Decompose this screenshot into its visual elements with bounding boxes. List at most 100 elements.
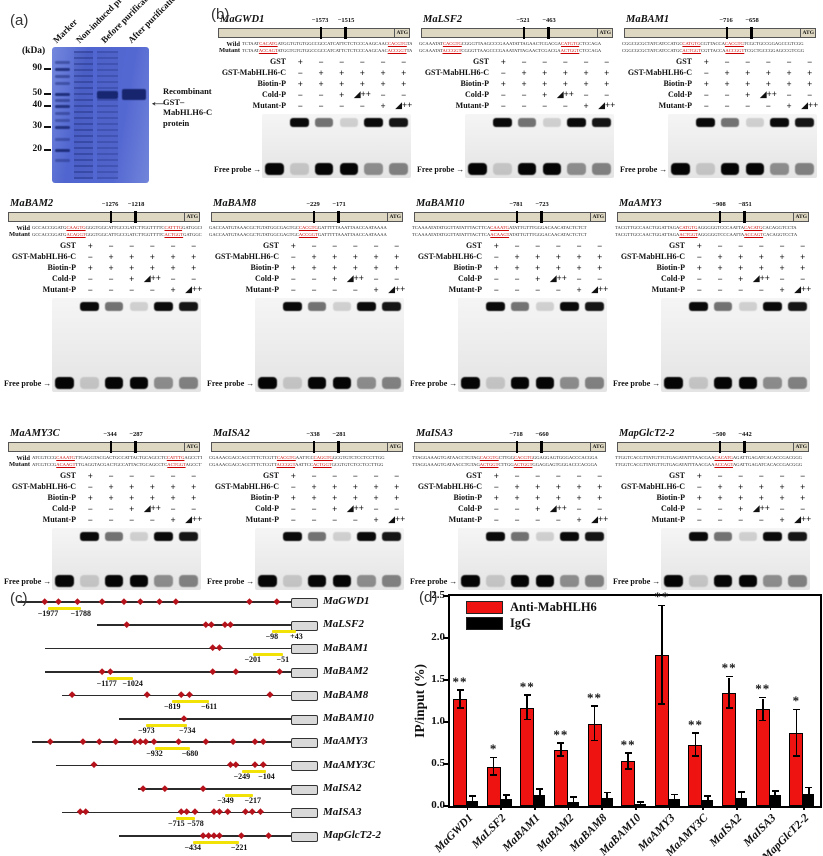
free-probe-band xyxy=(788,575,807,587)
free-probe-band xyxy=(307,575,327,587)
gene-box xyxy=(291,644,318,655)
reaction-cell: + xyxy=(493,492,499,503)
motif-tick-1 xyxy=(718,211,722,223)
promoter-position-2: −287 xyxy=(129,431,143,438)
ebox-motif: ACAAGT xyxy=(490,231,510,237)
probe-sequences: Wild TCTAATCACATGATGGTGTGTGGCCGCCATCATTCT… xyxy=(216,40,412,55)
reaction-cell: + xyxy=(800,262,806,273)
promoter-bar: ATG xyxy=(617,211,809,223)
panel-b-label: (b) xyxy=(211,6,230,23)
reaction-cell: ◢++ xyxy=(549,503,567,513)
probe-sequences: Wild ATCGTCCGCAAATGTTGAGGTACGACTGCCATTACT… xyxy=(6,455,202,469)
wild-sequence: TCTAATCACATGATGGTGTGTGGCCGCCATCATTCTCTCC… xyxy=(242,41,412,48)
gene-name: MaLSF2 xyxy=(423,14,463,25)
mutant-sequence-row: TTGGTCACGTTATGTTGTGAGATATTTAACGAAACCAGTA… xyxy=(615,462,811,469)
promoter-line xyxy=(119,835,291,837)
reaction-cell: + xyxy=(352,492,358,503)
reaction-cell: − xyxy=(290,273,296,284)
reaction-cell: ◢++ xyxy=(143,503,161,513)
reaction-row-label: GST-MabHLH6-C xyxy=(627,68,692,77)
free-probe-band xyxy=(770,163,790,175)
reaction-cell: − xyxy=(521,56,527,67)
emsa-row-2: MaBAM2 −1276 −1218 ATG Wild GCCACCGGATGCAAGTG… xyxy=(4,198,813,392)
reaction-cell: − xyxy=(800,470,806,481)
shifted-band xyxy=(357,532,377,541)
emsa-gel-wrap: Free probe → xyxy=(620,114,820,178)
promoter-bar: ATG xyxy=(211,211,403,223)
ebox-motif: ACTGGT xyxy=(312,461,332,467)
reaction-cell: − xyxy=(786,89,792,100)
gene-map-MaISA3: ◆ ◆ ◆ ◆ ◆ ◆ ◆ ◆ ◆ ◆ ◆ MaISA3 −715 −578 xyxy=(8,805,418,828)
wild-sequence-row: TCAAAATATATGGTTATATTTACTTCACAAATGATATTGT… xyxy=(412,225,608,232)
amplicon-start-label: −1177 xyxy=(96,678,117,688)
reaction-cell: − xyxy=(717,514,723,525)
error-bar-line xyxy=(795,710,798,756)
free-probe-label: Free probe → xyxy=(207,379,255,388)
gene-map-MaLSF2: ◆ ◆ ◆ ◆ ◆ MaLSF2 −98 +43 xyxy=(8,617,418,641)
wild-sequence-row: GCAAATATCACGTGCGGGTTAAGCCCGAAATATTAGAACT… xyxy=(419,41,615,48)
reaction-cell: − xyxy=(332,470,338,481)
reaction-row-label: Mutant-P xyxy=(651,515,685,524)
reaction-cell: + xyxy=(373,492,379,503)
reaction-row-GST: GST + − − − − − xyxy=(410,470,610,481)
x-tick-mark xyxy=(500,806,503,810)
reaction-row-Cold-P: Cold-P − − + ◢++ − − xyxy=(417,89,617,100)
free-probe-band xyxy=(492,163,512,175)
sequence-text: ATGGTGTGTGGCCGCCATCATTCTCTCCCAAGCAAC xyxy=(277,47,388,53)
free-probe-band xyxy=(282,377,302,389)
error-bar-cap-bottom xyxy=(591,739,599,742)
emsa-gel-wrap: Free probe → xyxy=(207,528,407,590)
sequence-text: AGGGGGTCCCAATTA xyxy=(697,231,745,237)
probe-sequences: GACCAATGTAAACGCTGTATGGCGAGTGCCACGTGGATTT… xyxy=(209,225,405,238)
reaction-cell: − xyxy=(108,240,114,251)
reaction-cell: − xyxy=(765,56,771,67)
reaction-cell: + xyxy=(738,492,744,503)
marker-band xyxy=(55,159,70,162)
y-tick-label: 2.5 xyxy=(431,589,445,601)
reaction-cell: + xyxy=(758,492,764,503)
bar-Anti-MabHLH6-MaISA2 xyxy=(722,692,737,806)
bar-Anti-MabHLH6-MaGWD1 xyxy=(453,699,467,806)
free-probe-label: Free probe → xyxy=(613,577,661,586)
error-bar-cap-bottom xyxy=(569,804,577,806)
shifted-band xyxy=(382,302,401,311)
shifted-band xyxy=(567,118,587,127)
reaction-cell: ◢++ xyxy=(388,514,406,524)
reaction-cell: + xyxy=(311,262,317,273)
reaction-cell: − xyxy=(290,251,296,262)
motif-tick-2 xyxy=(743,441,746,453)
reaction-row-GST-MabHLH6-C: GST-MabHLH6-C − + + + + + xyxy=(207,251,407,262)
ebox-diamond-icon: ◆ xyxy=(175,735,182,746)
x-tick-mark xyxy=(534,806,536,810)
reaction-cell: − xyxy=(807,56,813,67)
reaction-cell: + xyxy=(807,78,813,89)
ebox-diamond-icon: ◆ xyxy=(82,806,90,817)
mutant-sequence-row: Mutant GCCACCGGATGACAGGTGGGTGGCATTGCCGATC… xyxy=(6,231,202,238)
probe-sequences: TCAAAATATATGGTTATATTTACTTCACAAATGATATTGT… xyxy=(412,225,608,238)
reaction-cell: + xyxy=(542,89,548,100)
significance-mark: ** xyxy=(687,716,703,732)
ebox-diamond-icon: ◆ xyxy=(273,595,281,606)
sequence-text: AGCCTTCC xyxy=(184,455,202,460)
reaction-cell: − xyxy=(373,240,379,251)
reaction-cell: + xyxy=(318,67,324,78)
ebox-diamond-icon: ◆ xyxy=(41,595,49,606)
amplicon-end-label: −680 xyxy=(181,748,199,758)
free-probe-band xyxy=(468,163,487,175)
probe-sequences: TTGGTCACGTTATGTTGTGAGATATTTAACGAACACATGA… xyxy=(615,455,811,468)
free-probe-band xyxy=(585,377,604,389)
y-tick-label: 1.0 xyxy=(431,715,445,727)
reaction-cell: − xyxy=(717,240,723,251)
reaction-row-label: Biotin-P xyxy=(453,263,482,272)
reaction-row-Biotin-P: Biotin-P + + + + + + xyxy=(613,262,813,273)
sequence-text: CTTGG xyxy=(498,455,514,460)
emsa-row-3: MaAMY3C −344 −287 ATG Wild ATCGTCCGCAAATGTTGA… xyxy=(4,428,813,590)
probe-sequences: CGAAACGACCACCTTTCTCGTTCACGTGAATTCCCAGGTG… xyxy=(209,455,405,468)
ebox-motif: CACGTG xyxy=(387,41,407,46)
wild-label: Wild xyxy=(226,40,240,48)
reaction-cell: + xyxy=(170,492,176,503)
reaction-cell: − xyxy=(87,481,93,492)
reaction-cell: − xyxy=(717,470,723,481)
sequence-text: CTCCAGA xyxy=(579,41,602,46)
reaction-row-label: GST xyxy=(59,241,76,250)
